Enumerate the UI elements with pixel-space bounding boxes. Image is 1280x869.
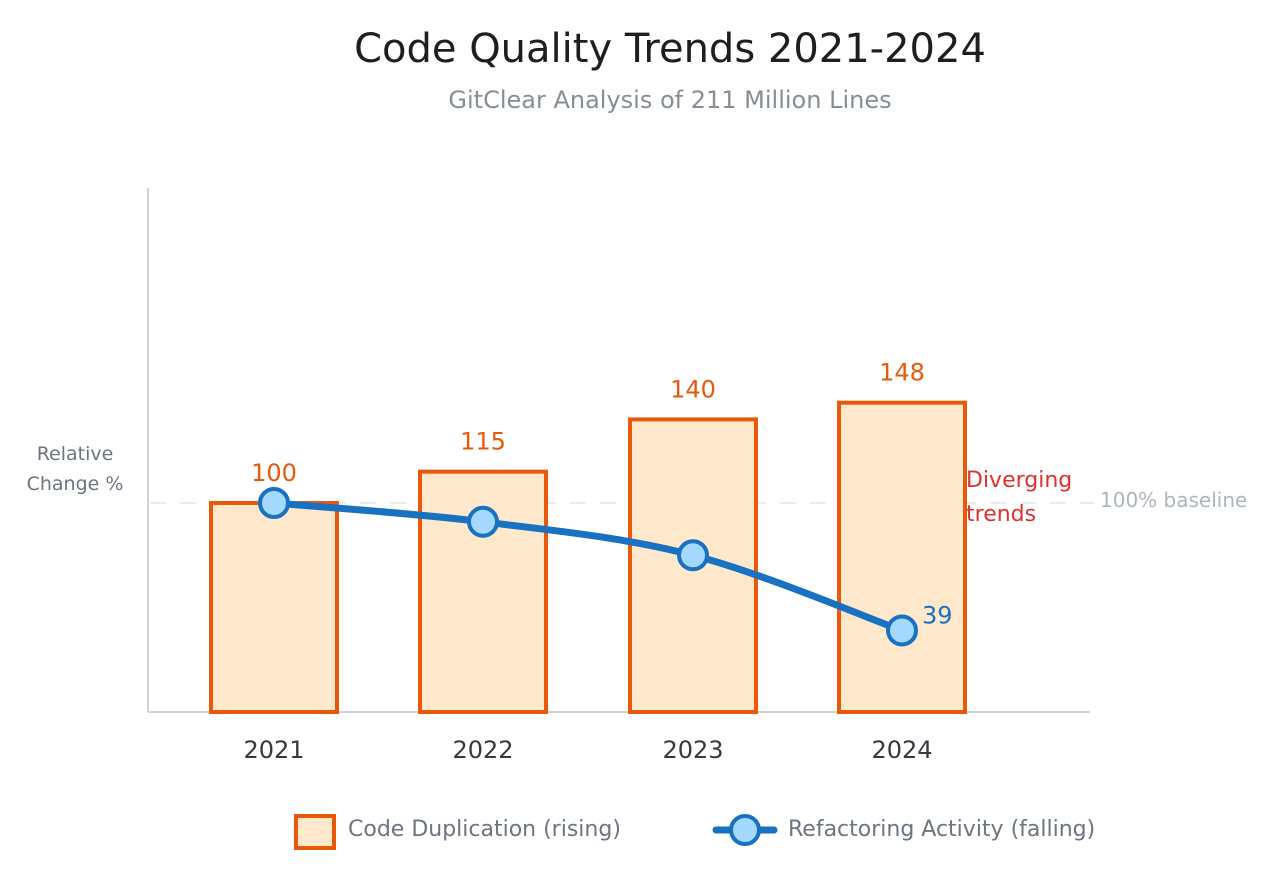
bar-value-label-2024: 148 [879,359,925,387]
legend-swatch-bar [294,814,336,850]
y-axis-label-line-1: Relative [37,443,114,465]
bars-group [209,400,967,714]
chart-title: Code Quality Trends 2021-2024 [354,26,986,72]
baseline-label: 100% baseline [1100,488,1247,512]
x-tick-labels-group: 2021 2022 2023 2024 [243,736,932,764]
legend-swatch-marker [729,814,761,846]
line-series-group: 39 [258,487,953,647]
bar-value-label-2021: 100 [251,459,297,487]
legend: Code Duplication (rising) Refactoring Ac… [294,814,1095,850]
x-tick-label-2024: 2024 [871,736,932,764]
line-point-2023 [677,539,709,572]
chart-subtitle: GitClear Analysis of 211 Million Lines [448,86,891,114]
x-tick-label-2021: 2021 [243,736,304,764]
annotation-line-1: Diverging [966,468,1072,493]
refactoring-line [270,499,906,634]
line-point-2022 [467,505,499,538]
y-axis-label-line-2: Change % [27,473,124,495]
line-point-2021 [258,487,290,519]
bar-labels-group: 100 115 140 148 [251,359,925,487]
line-value-label-2024: 39 [922,601,953,629]
bar-2024 [837,400,967,714]
x-tick-label-2022: 2022 [452,736,513,764]
annotation-line-2: trends [966,502,1036,527]
x-tick-label-2023: 2023 [662,736,723,764]
bar-value-label-2023: 140 [670,375,716,403]
legend-label-bar: Code Duplication (rising) [348,817,621,842]
legend-label-line: Refactoring Activity (falling) [788,817,1095,842]
bar-2021 [209,501,339,714]
bar-value-label-2022: 115 [460,428,506,456]
line-point-2024 [886,614,918,647]
